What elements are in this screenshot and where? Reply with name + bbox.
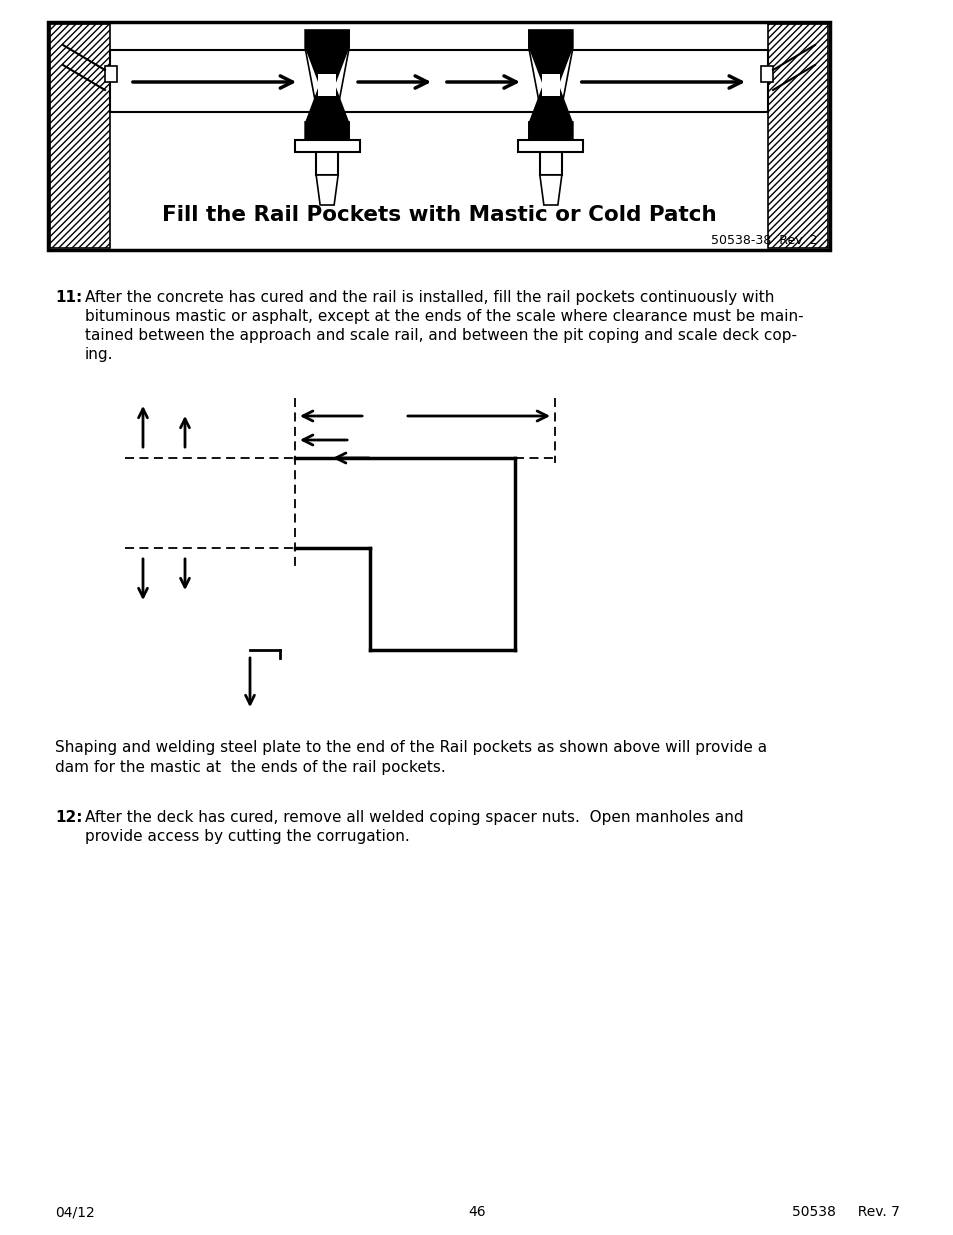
Text: 11:: 11: — [55, 290, 82, 305]
Polygon shape — [305, 85, 349, 122]
Bar — [305, 30, 349, 48]
Bar — [539, 140, 561, 175]
Text: 12:: 12: — [55, 810, 82, 825]
Bar — [528, 122, 572, 140]
Text: Shaping and welding steel plate to the end of the Rail pockets as shown above wi: Shaping and welding steel plate to the e… — [55, 740, 766, 755]
Bar — [317, 74, 335, 96]
Polygon shape — [539, 175, 561, 205]
Bar — [760, 65, 772, 82]
Bar — [105, 65, 117, 82]
Text: 50538     Rev. 7: 50538 Rev. 7 — [791, 1205, 899, 1219]
Bar — [767, 23, 827, 248]
Text: After the deck has cured, remove all welded coping spacer nuts.  Open manholes a: After the deck has cured, remove all wel… — [85, 810, 742, 825]
Text: 04/12: 04/12 — [55, 1205, 94, 1219]
Bar — [315, 140, 337, 175]
Text: 46: 46 — [468, 1205, 485, 1219]
Polygon shape — [528, 48, 572, 85]
Bar — [541, 74, 559, 96]
Bar — [110, 49, 767, 112]
Polygon shape — [315, 175, 337, 205]
Bar — [48, 22, 829, 249]
Text: bituminous mastic or asphalt, except at the ends of the scale where clearance mu: bituminous mastic or asphalt, except at … — [85, 309, 802, 324]
Text: tained between the approach and scale rail, and between the pit coping and scale: tained between the approach and scale ra… — [85, 329, 796, 343]
Bar — [528, 30, 572, 48]
Polygon shape — [528, 85, 572, 122]
Text: ing.: ing. — [85, 347, 113, 362]
Bar — [305, 122, 349, 140]
Polygon shape — [305, 48, 349, 85]
Bar — [50, 23, 110, 248]
Bar — [517, 140, 582, 152]
Text: Fill the Rail Pockets with Mastic or Cold Patch: Fill the Rail Pockets with Mastic or Col… — [161, 205, 716, 225]
Text: dam for the mastic at  the ends of the rail pockets.: dam for the mastic at the ends of the ra… — [55, 760, 445, 776]
Text: After the concrete has cured and the rail is installed, fill the rail pockets co: After the concrete has cured and the rai… — [85, 290, 774, 305]
Bar — [294, 140, 359, 152]
Text: 50538-38  Rev. 2: 50538-38 Rev. 2 — [711, 233, 817, 247]
Text: provide access by cutting the corrugation.: provide access by cutting the corrugatio… — [85, 829, 410, 844]
